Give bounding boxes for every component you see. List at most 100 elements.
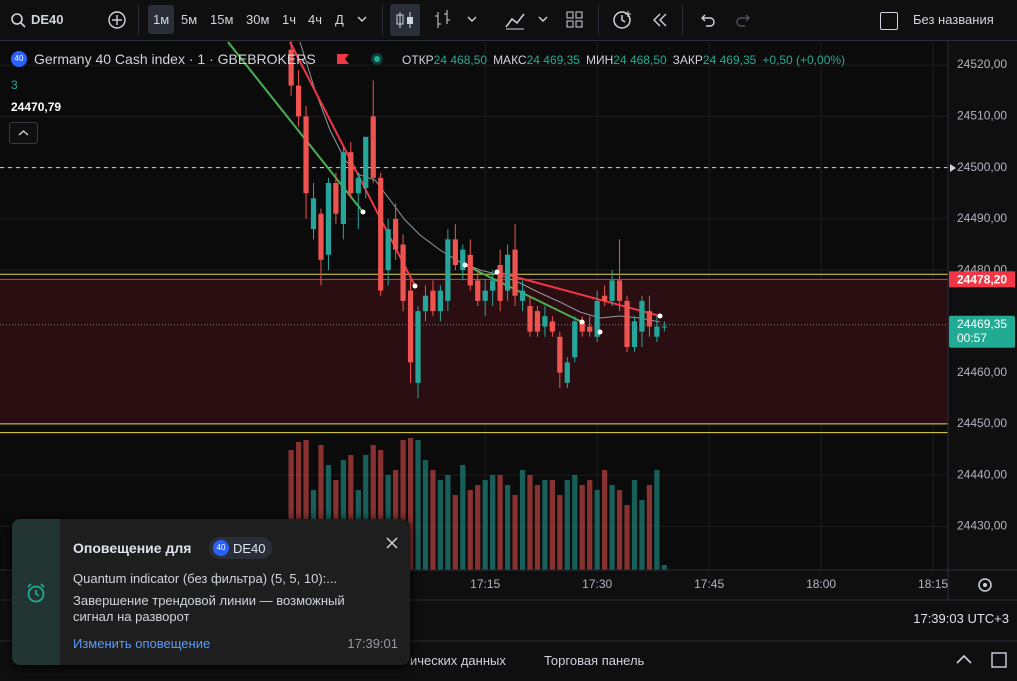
candle-body	[422, 295, 429, 312]
interval[interactable]: 1ч	[282, 12, 297, 27]
volume-bar	[370, 445, 376, 570]
trend-line	[496, 271, 661, 317]
panel-tab[interactable]: Торговая панель	[544, 653, 645, 668]
candle-body	[602, 295, 608, 301]
volume-bar	[445, 475, 451, 570]
chevron[interactable]	[537, 14, 549, 24]
volume-bar	[512, 495, 518, 570]
collapse-panel[interactable]	[954, 651, 974, 667]
interval[interactable]: 1м	[148, 5, 175, 34]
y-tick-label: 24490,00	[957, 211, 1007, 225]
settings-icon[interactable]	[978, 578, 992, 592]
pivot-dots	[360, 209, 663, 335]
interval[interactable]: 15м	[210, 12, 234, 27]
collapse-button[interactable]	[9, 122, 38, 144]
candle-body	[527, 306, 533, 332]
candle-body	[654, 326, 660, 337]
legend-label: МАКС	[493, 53, 527, 67]
legend-fields: ОТКР24 468,50 МАКС24 469,35 МИН24 468,50 ЗА…	[402, 53, 845, 67]
volume-bar	[504, 485, 511, 570]
candle-body	[631, 321, 638, 348]
volume-bar	[340, 460, 346, 570]
legend-value: 24 469,35	[702, 53, 757, 67]
legend-change: +0,50 (+0,00%)	[762, 53, 846, 67]
candle-body	[564, 362, 570, 383]
alert-marker	[950, 164, 956, 172]
volume-bar	[624, 505, 630, 570]
legend-value: 24 468,50	[433, 53, 488, 67]
candle-body	[512, 249, 518, 296]
legend-label: ОТКР	[402, 53, 434, 67]
volume-bar	[318, 445, 324, 570]
toolbar: DE40 1м 5м 15м 30м 1ч 4ч Д Без названия	[0, 0, 1017, 41]
candle-body	[378, 177, 384, 291]
volume-bar	[482, 480, 488, 570]
volume-bar	[407, 438, 414, 570]
candle-body	[616, 280, 623, 301]
candle-body	[407, 290, 414, 363]
maximize-panel[interactable]	[990, 651, 1008, 669]
candle-body	[310, 198, 317, 230]
candle-body	[475, 280, 481, 301]
candle-body	[400, 244, 406, 301]
chevron[interactable]	[356, 14, 368, 24]
candle-body	[318, 213, 324, 260]
alert-icon[interactable]	[610, 8, 634, 32]
notification-line: сигнал на разворот	[73, 609, 190, 624]
flag[interactable]	[336, 53, 350, 65]
volume-bar	[303, 440, 309, 570]
candle-body	[639, 300, 645, 332]
volume-bar	[661, 565, 667, 570]
undo-icon[interactable]	[697, 10, 717, 30]
replay-icon[interactable]	[650, 10, 670, 30]
candle-body	[482, 290, 488, 301]
x-tick-label: 17:45	[694, 577, 724, 591]
candle-body	[579, 321, 585, 332]
indicators-icon[interactable]	[503, 8, 527, 32]
candle-body	[355, 177, 361, 194]
search-icon[interactable]	[10, 12, 26, 28]
volume-bar	[594, 490, 600, 570]
panel-tab[interactable]: ических данных	[410, 653, 506, 668]
volume-bar	[639, 500, 645, 570]
volume-bar	[460, 465, 466, 570]
volume-bar	[542, 480, 548, 570]
layouts-icon[interactable]	[565, 10, 585, 30]
volume-bar	[646, 485, 653, 570]
chart-type-button[interactable]	[390, 4, 420, 36]
interval[interactable]: 30м	[246, 12, 270, 27]
interval[interactable]: 4ч	[308, 12, 323, 27]
candle-body	[557, 336, 563, 373]
close-button[interactable]	[385, 536, 399, 550]
candle-body	[393, 218, 399, 250]
trend-line	[227, 41, 364, 213]
candle-body	[370, 116, 376, 178]
bars-icon[interactable]	[432, 8, 454, 32]
volume-bar	[348, 455, 354, 570]
candle-body	[295, 85, 302, 117]
y-tick-label: 24430,00	[957, 519, 1007, 533]
notification-strip	[12, 519, 60, 665]
candle-body	[445, 239, 451, 301]
volume-bar	[572, 475, 578, 570]
edit-alert-link[interactable]: Изменить оповещение	[73, 636, 211, 651]
volume-bar	[602, 470, 608, 570]
candle-body	[460, 249, 466, 271]
add-symbol[interactable]	[107, 10, 127, 30]
redo-icon[interactable]	[734, 10, 754, 30]
candle-body	[572, 321, 578, 358]
layout-name[interactable]: Без названия	[913, 12, 994, 27]
separator	[382, 5, 383, 35]
volume-bar	[557, 495, 563, 570]
interval[interactable]: Д	[335, 12, 344, 27]
y-tick-label: 24460,00	[957, 365, 1007, 379]
interval[interactable]: 5м	[181, 12, 198, 27]
chevron[interactable]	[466, 14, 478, 24]
layout-checkbox[interactable]	[880, 12, 898, 30]
symbol[interactable]: DE40	[31, 12, 64, 27]
symbol-badge: 40	[11, 51, 27, 67]
candle-body	[340, 152, 346, 224]
status-dot	[371, 53, 383, 65]
volume-bar	[475, 485, 481, 570]
last-price-tag	[949, 315, 1015, 348]
